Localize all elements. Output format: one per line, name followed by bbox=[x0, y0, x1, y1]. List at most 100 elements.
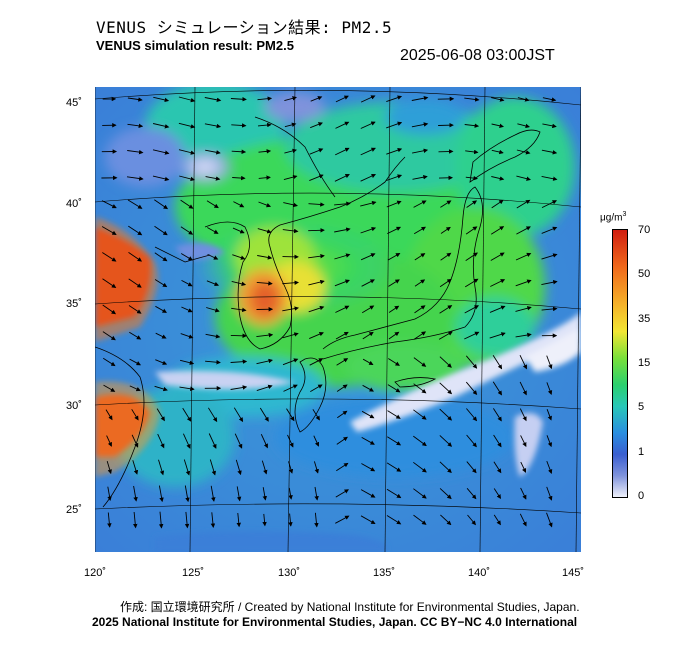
wind-arrow bbox=[209, 459, 217, 476]
wind-arrow bbox=[256, 384, 273, 392]
wind-arrow bbox=[439, 356, 452, 368]
wind-arrow bbox=[335, 147, 350, 156]
wind-arrow bbox=[515, 279, 532, 287]
colorbar-tick-50: 50 bbox=[638, 268, 651, 280]
wind-arrow bbox=[465, 355, 478, 369]
wind-arrow bbox=[387, 226, 402, 235]
wind-arrow bbox=[287, 434, 294, 448]
wind-arrow bbox=[256, 281, 273, 286]
copyright-line: 2025 National Institute for Environmenta… bbox=[92, 615, 578, 629]
wind-arrow bbox=[519, 513, 527, 527]
wind-arrow bbox=[464, 278, 479, 288]
wind-arrow bbox=[360, 121, 376, 129]
wind-arrow bbox=[309, 332, 324, 340]
wind-arrow bbox=[282, 228, 299, 234]
wind-arrow bbox=[440, 514, 452, 526]
wind-arrow bbox=[256, 332, 274, 338]
wind-arrow bbox=[493, 488, 501, 500]
wind-arrow bbox=[152, 123, 170, 129]
wind-arrow bbox=[106, 435, 112, 447]
wind-arrow bbox=[466, 461, 477, 474]
colorbar-tick-15: 15 bbox=[638, 357, 651, 369]
wind-arrow bbox=[336, 384, 348, 392]
lon-label-125: 125˚ bbox=[182, 567, 205, 579]
lon-label-120: 120˚ bbox=[84, 567, 107, 579]
wind-arrow bbox=[542, 97, 557, 102]
wind-arrow bbox=[388, 305, 400, 313]
wind-arrow bbox=[155, 359, 168, 365]
wind-arrow bbox=[233, 201, 245, 208]
lat-label-40: 40˚ bbox=[66, 198, 82, 210]
wind-arrow bbox=[360, 253, 376, 261]
wind-arrow bbox=[133, 511, 138, 529]
wind-arrow bbox=[107, 512, 112, 528]
wind-arrow bbox=[308, 253, 325, 259]
wind-arrow bbox=[257, 228, 272, 234]
wind-arrow bbox=[413, 488, 427, 499]
lon-label-145: 145˚ bbox=[562, 567, 585, 579]
wind-arrow bbox=[180, 226, 194, 235]
wind-arrow bbox=[179, 386, 195, 391]
wind-arrow bbox=[258, 201, 272, 208]
wind-arrow bbox=[314, 512, 319, 528]
wind-arrow bbox=[492, 355, 503, 370]
colorbar bbox=[612, 229, 628, 498]
wind-arrow bbox=[413, 383, 427, 394]
wind-arrow bbox=[387, 436, 402, 446]
wind-arrow bbox=[386, 95, 403, 103]
wind-arrow bbox=[310, 384, 323, 392]
wind-arrow bbox=[491, 199, 504, 209]
wind-arrow bbox=[205, 176, 221, 181]
lat-label-45: 45˚ bbox=[66, 97, 82, 109]
wind-arrow bbox=[334, 201, 351, 206]
wind-arrow bbox=[515, 332, 532, 338]
wind-arrow bbox=[132, 460, 139, 475]
wind-arrow bbox=[155, 332, 167, 339]
wind-arrow bbox=[491, 149, 504, 155]
wind-arrow bbox=[515, 252, 532, 261]
wind-arrow bbox=[257, 96, 273, 101]
wind-arrow bbox=[541, 280, 558, 286]
wind-arrow bbox=[337, 410, 348, 419]
colorbar-tick-70: 70 bbox=[638, 224, 651, 236]
wind-arrow bbox=[519, 408, 527, 422]
wind-arrow bbox=[102, 278, 117, 289]
colorbar-tick-1: 1 bbox=[638, 446, 645, 458]
wind-arrow bbox=[360, 95, 376, 103]
wind-arrow bbox=[207, 253, 219, 260]
wind-arrow bbox=[361, 437, 375, 445]
wind-arrow bbox=[519, 381, 527, 396]
wind-arrow bbox=[465, 175, 478, 181]
wind-arrow bbox=[464, 123, 480, 128]
wind-arrow bbox=[361, 410, 375, 419]
wind-arrow bbox=[388, 331, 400, 340]
lon-label-140: 140˚ bbox=[468, 567, 491, 579]
wind-arrow bbox=[133, 485, 138, 502]
forecast-timestamp: 2025-06-08 03:00JST bbox=[400, 47, 555, 64]
wind-arrow bbox=[128, 252, 143, 262]
wind-arrow bbox=[262, 513, 267, 527]
wind-arrow bbox=[101, 200, 117, 209]
wind-arrow bbox=[283, 174, 298, 181]
wind-arrow bbox=[154, 385, 168, 392]
wind-arrow bbox=[464, 97, 480, 102]
wind-arrow bbox=[360, 226, 377, 234]
wind-arrow bbox=[491, 123, 504, 129]
wind-arrow bbox=[259, 407, 269, 422]
wind-arrow bbox=[334, 279, 350, 287]
wind-arrow bbox=[541, 175, 558, 181]
wind-arrow bbox=[413, 200, 427, 208]
wind-arrow bbox=[232, 227, 245, 234]
wind-arrow bbox=[205, 333, 221, 339]
wind-arrow bbox=[413, 226, 426, 235]
wind-arrow bbox=[541, 306, 558, 312]
wind-arrow bbox=[158, 459, 165, 476]
wind-arrow bbox=[546, 382, 553, 395]
colorbar-tick-35: 35 bbox=[638, 313, 651, 325]
wind-arrow bbox=[127, 123, 144, 129]
wind-arrow bbox=[386, 174, 403, 181]
wind-arrow bbox=[466, 434, 477, 448]
wind-arrow bbox=[308, 305, 325, 313]
lon-label-130: 130˚ bbox=[278, 567, 301, 579]
wind-arrow bbox=[466, 408, 478, 422]
